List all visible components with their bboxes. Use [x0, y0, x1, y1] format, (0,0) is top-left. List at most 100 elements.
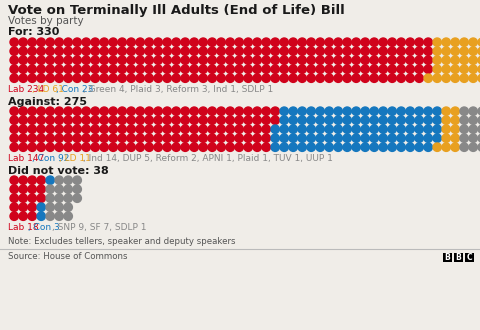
Circle shape [370, 38, 378, 47]
Circle shape [181, 56, 190, 64]
Circle shape [460, 65, 468, 73]
Circle shape [100, 56, 108, 64]
Circle shape [226, 116, 234, 124]
Circle shape [406, 65, 414, 73]
Circle shape [397, 143, 406, 151]
Circle shape [46, 143, 54, 151]
Circle shape [289, 125, 298, 133]
Circle shape [181, 107, 190, 115]
Circle shape [163, 65, 171, 73]
Circle shape [424, 134, 432, 143]
Circle shape [55, 116, 63, 124]
Circle shape [190, 74, 198, 82]
Circle shape [217, 143, 226, 151]
Circle shape [316, 38, 324, 47]
Circle shape [118, 134, 126, 143]
Circle shape [82, 134, 90, 143]
Circle shape [10, 107, 18, 115]
Circle shape [64, 185, 72, 193]
Circle shape [388, 143, 396, 151]
Circle shape [82, 56, 90, 64]
Circle shape [154, 116, 162, 124]
Circle shape [37, 212, 46, 220]
Circle shape [154, 74, 162, 82]
Circle shape [109, 38, 118, 47]
Text: B: B [456, 253, 461, 262]
Circle shape [271, 74, 279, 82]
Circle shape [406, 116, 414, 124]
Circle shape [28, 203, 36, 212]
Circle shape [280, 38, 288, 47]
Circle shape [73, 116, 82, 124]
Circle shape [136, 125, 144, 133]
Circle shape [334, 134, 342, 143]
Circle shape [289, 65, 298, 73]
Circle shape [100, 38, 108, 47]
Circle shape [19, 176, 27, 184]
Circle shape [217, 38, 226, 47]
Circle shape [325, 47, 334, 55]
Circle shape [10, 212, 18, 220]
Circle shape [226, 56, 234, 64]
Circle shape [316, 143, 324, 151]
Circle shape [190, 47, 198, 55]
Circle shape [244, 38, 252, 47]
Circle shape [19, 65, 27, 73]
Circle shape [190, 38, 198, 47]
Circle shape [145, 125, 154, 133]
Circle shape [82, 107, 90, 115]
Circle shape [226, 65, 234, 73]
Circle shape [361, 47, 370, 55]
Circle shape [55, 185, 63, 193]
Circle shape [415, 47, 423, 55]
Circle shape [253, 65, 262, 73]
Circle shape [379, 74, 387, 82]
Circle shape [442, 143, 450, 151]
Circle shape [469, 65, 478, 73]
Circle shape [55, 143, 63, 151]
Circle shape [172, 38, 180, 47]
Circle shape [28, 125, 36, 133]
Circle shape [361, 143, 370, 151]
Circle shape [172, 47, 180, 55]
Circle shape [325, 107, 334, 115]
Text: , Con 3: , Con 3 [28, 223, 60, 232]
Circle shape [361, 116, 370, 124]
Circle shape [289, 47, 298, 55]
Circle shape [325, 143, 334, 151]
Circle shape [244, 143, 252, 151]
Circle shape [307, 107, 315, 115]
Circle shape [217, 47, 226, 55]
Circle shape [55, 38, 63, 47]
Circle shape [46, 194, 54, 202]
Circle shape [289, 143, 298, 151]
Circle shape [37, 38, 46, 47]
Circle shape [235, 143, 243, 151]
Circle shape [379, 56, 387, 64]
Circle shape [451, 65, 459, 73]
Circle shape [343, 143, 351, 151]
Circle shape [271, 38, 279, 47]
Circle shape [190, 65, 198, 73]
Circle shape [73, 65, 82, 73]
Circle shape [91, 65, 99, 73]
Circle shape [280, 56, 288, 64]
FancyBboxPatch shape [465, 253, 474, 262]
Circle shape [55, 125, 63, 133]
Circle shape [109, 74, 118, 82]
Circle shape [37, 47, 46, 55]
Text: C: C [467, 253, 472, 262]
Circle shape [469, 134, 478, 143]
Circle shape [91, 143, 99, 151]
Circle shape [208, 65, 216, 73]
Circle shape [73, 38, 82, 47]
Text: , LD 11: , LD 11 [59, 154, 91, 163]
Circle shape [298, 116, 306, 124]
Circle shape [361, 134, 370, 143]
Circle shape [55, 74, 63, 82]
Circle shape [46, 203, 54, 212]
Circle shape [424, 143, 432, 151]
Circle shape [10, 134, 18, 143]
Circle shape [127, 107, 135, 115]
Text: , Con 23: , Con 23 [56, 85, 93, 94]
